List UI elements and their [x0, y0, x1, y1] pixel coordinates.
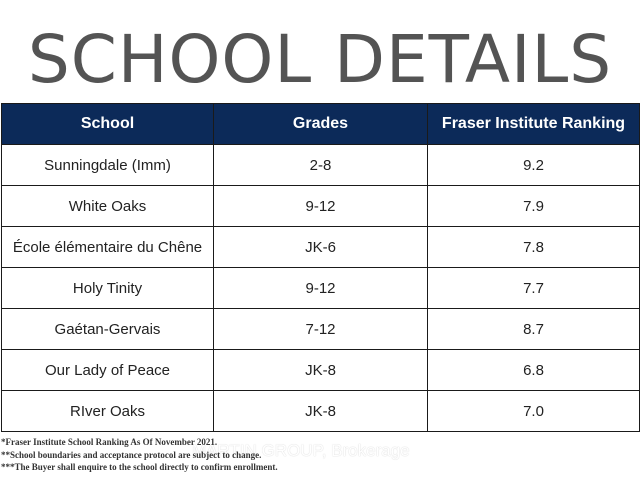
- brokerage-watermark: MARTIN GROUP, Brokerage: [192, 441, 410, 460]
- column-header-ranking: Fraser Institute Ranking: [427, 103, 640, 145]
- table-header-row: School Grades Fraser Institute Ranking: [1, 103, 640, 145]
- ranking-cell: 8.7: [427, 308, 640, 350]
- school-name-cell: Our Lady of Peace: [1, 349, 214, 391]
- ranking-cell: 7.8: [427, 226, 640, 268]
- column-header-school: School: [1, 103, 214, 145]
- school-name-cell: White Oaks: [1, 185, 214, 227]
- grades-cell: 9-12: [213, 185, 428, 227]
- footnote-ranking-date: *Fraser Institute School Ranking As Of N…: [1, 437, 218, 447]
- table-row: White Oaks 9-12 7.9: [1, 185, 640, 227]
- table-row: Our Lady of Peace JK-8 6.8: [1, 349, 640, 391]
- grades-cell: 2-8: [213, 144, 428, 186]
- grades-cell: 9-12: [213, 267, 428, 309]
- table-row: RIver Oaks JK-8 7.0: [1, 390, 640, 432]
- grades-cell: JK-8: [213, 390, 428, 432]
- ranking-cell: 7.9: [427, 185, 640, 227]
- column-header-grades: Grades: [213, 103, 428, 145]
- table-row: Holy Tinity 9-12 7.7: [1, 267, 640, 309]
- grades-cell: 7-12: [213, 308, 428, 350]
- ranking-cell: 7.7: [427, 267, 640, 309]
- school-name-cell: Sunningdale (Imm): [1, 144, 214, 186]
- table-row: Sunningdale (Imm) 2-8 9.2: [1, 144, 640, 186]
- ranking-cell: 7.0: [427, 390, 640, 432]
- school-name-cell: RIver Oaks: [1, 390, 214, 432]
- table-row: École élémentaire du Chêne JK-6 7.8: [1, 226, 640, 268]
- school-table: School Grades Fraser Institute Ranking S…: [1, 103, 640, 432]
- footnotes: *Fraser Institute School Ranking As Of N…: [1, 436, 278, 474]
- school-name-cell: Gaétan-Gervais: [1, 308, 214, 350]
- footnote-boundaries: **School boundaries and acceptance proto…: [1, 449, 262, 460]
- grades-cell: JK-8: [213, 349, 428, 391]
- school-name-cell: Holy Tinity: [1, 267, 214, 309]
- page-title: SCHOOL DETAILS: [27, 21, 613, 98]
- school-name-cell: École élémentaire du Chêne: [1, 226, 214, 268]
- ranking-cell: 9.2: [427, 144, 640, 186]
- footnote-enrollment: ***The Buyer shall enquire to the school…: [1, 462, 278, 472]
- table-row: Gaétan-Gervais 7-12 8.7: [1, 308, 640, 350]
- grades-cell: JK-6: [213, 226, 428, 268]
- ranking-cell: 6.8: [427, 349, 640, 391]
